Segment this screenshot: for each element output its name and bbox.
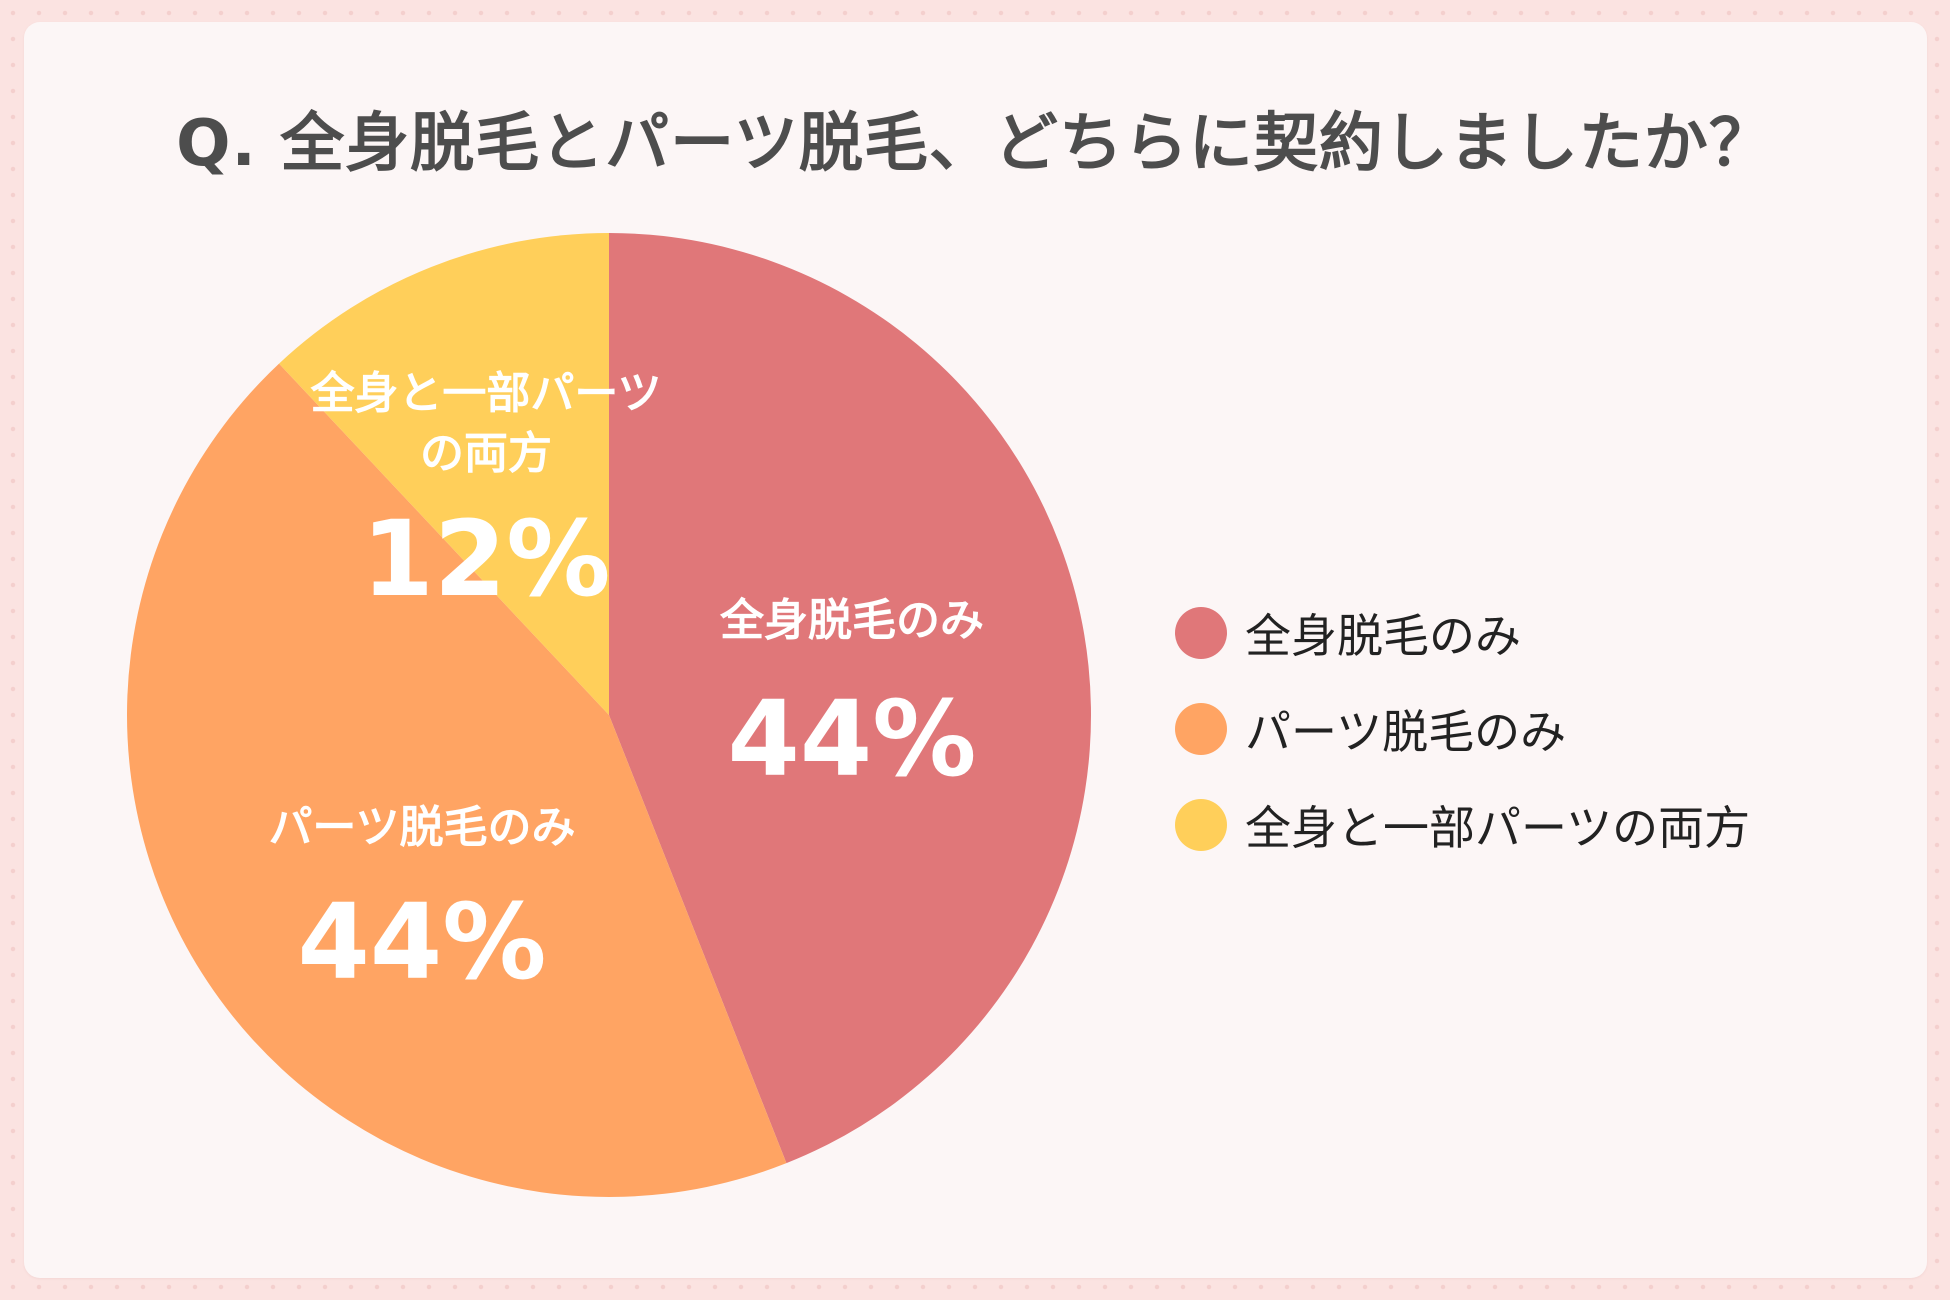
legend-label: パーツ脱毛のみ — [1245, 705, 1567, 759]
chart-title: Q. 全身脱毛とパーツ脱毛、どちらに契約しましたか？ — [176, 107, 1774, 181]
pie-slice-name-label: パーツ脱毛のみ — [268, 802, 575, 853]
legend-item-full-body: 全身脱毛のみ — [1175, 585, 1750, 681]
pie-slice-both — [279, 233, 609, 715]
pie-slice-name-label: 全身脱毛のみ — [719, 595, 984, 646]
legend-swatch — [1175, 799, 1227, 851]
pie-slice-full-body — [609, 233, 1091, 1164]
legend-label: 全身脱毛のみ — [1245, 609, 1521, 663]
pie-slice-name-label: の両方 — [420, 428, 552, 479]
legend-swatch — [1175, 607, 1227, 659]
legend-swatch — [1175, 703, 1227, 755]
pie-slice-parts-only — [127, 363, 787, 1197]
pie-slice-value-label: 12% — [362, 498, 611, 620]
pie-slice-value-label: 44% — [298, 881, 547, 1003]
pie-slice-labels: 全身脱毛のみ 44% パーツ脱毛のみ 44% 全身と一部パーツの両方 12% — [268, 368, 984, 1003]
legend-label: 全身と一部パーツの両方 — [1245, 801, 1751, 855]
legend: 全身脱毛のみ パーツ脱毛のみ 全身と一部パーツの両方 — [1175, 585, 1750, 873]
pie-slices — [127, 233, 1091, 1197]
pie-slice-value-label: 44% — [728, 678, 977, 800]
pie-slice-name-label: 全身と一部パーツ — [309, 368, 661, 419]
legend-item-parts-only: パーツ脱毛のみ — [1175, 681, 1750, 777]
legend-item-both: 全身と一部パーツの両方 — [1175, 777, 1750, 873]
